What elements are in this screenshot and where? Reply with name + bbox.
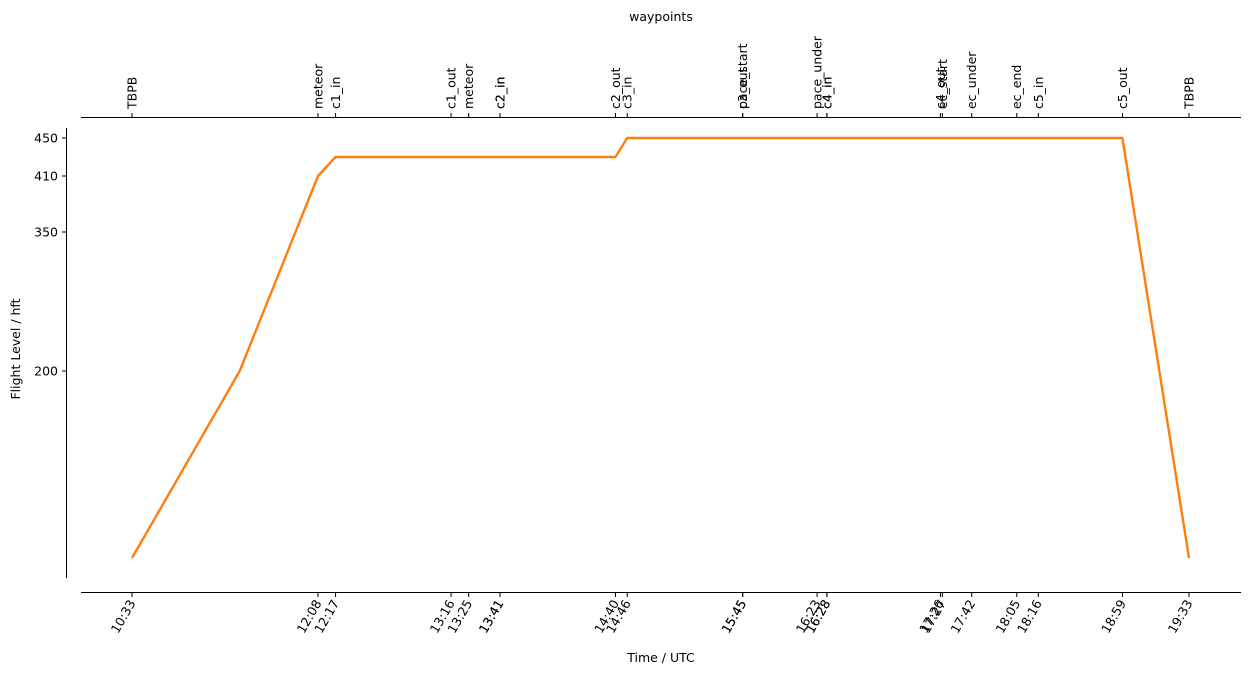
waypoint-label: c3_in	[620, 77, 635, 109]
waypoint-label: c4_out	[933, 67, 948, 109]
x-tick-label: 10:33	[108, 597, 139, 636]
waypoint-label: c5_out	[1115, 67, 1130, 109]
waypoint-label: ec_start	[935, 59, 950, 109]
y-tick-label: 350	[34, 225, 58, 240]
x-tick-label: 17:42	[947, 597, 978, 636]
waypoint-label: c2_in	[492, 77, 507, 109]
x-tick-label: 13:41	[476, 597, 507, 636]
waypoint-label: c1_out	[444, 67, 459, 109]
waypoint-label: c2_out	[608, 67, 623, 109]
waypoint-label: TBPB	[125, 77, 140, 110]
flight-level-line	[130, 136, 1191, 559]
y-tick-label: 200	[34, 364, 58, 379]
y-axis-ticks: 200 350 410 450	[34, 131, 67, 379]
waypoint-label: c1_in	[328, 77, 343, 109]
waypoint-label: meteor	[310, 63, 325, 109]
waypoint-label: c4_in	[819, 77, 834, 109]
top-axis-title: waypoints	[629, 9, 693, 24]
waypoint-label: meteor	[461, 63, 476, 109]
waypoint-label: c4_in	[819, 77, 834, 109]
y-axis-title: Flight Level / hft	[8, 298, 23, 399]
waypoint-label: pace_under	[810, 35, 825, 109]
x-axis-title: Time / UTC	[626, 650, 695, 665]
y-tick-label: 450	[34, 131, 58, 146]
x-tick-label: 18:59	[1098, 597, 1129, 636]
waypoint-label: c3_out	[735, 67, 750, 109]
x-tick-label: 15:45	[718, 597, 749, 636]
waypoint-label: c5_in	[1031, 77, 1046, 109]
waypoint-label: TBPB	[1182, 77, 1197, 110]
x-tick-label: 19:33	[1165, 597, 1196, 636]
y-tick-label: 410	[34, 169, 58, 184]
waypoint-label: c2_in	[492, 77, 507, 109]
waypoint-label: ec_under	[964, 51, 979, 109]
waypoint-label: ec_end	[1009, 65, 1024, 109]
waypoint-label: pace_start	[735, 43, 750, 109]
